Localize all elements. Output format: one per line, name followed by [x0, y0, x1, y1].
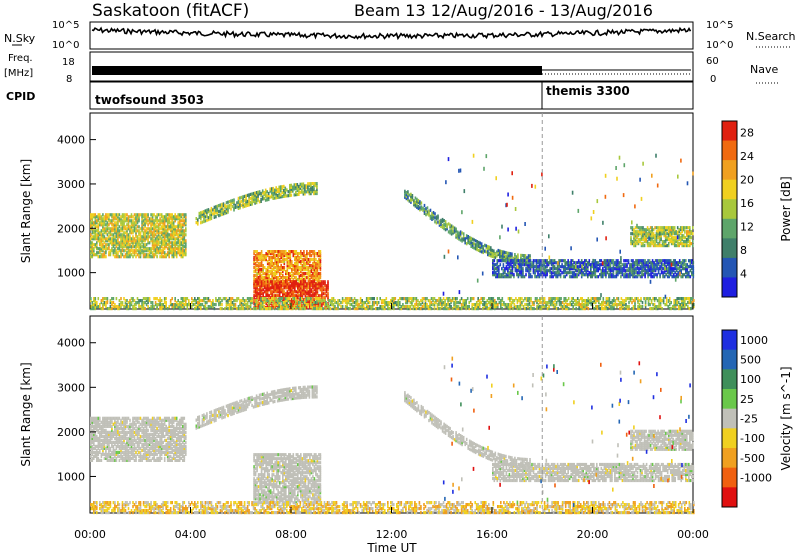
velocity-colorbar-swatch — [722, 487, 737, 507]
power-colorbar-swatch — [722, 121, 737, 141]
velocity-colorbar-swatch — [722, 448, 737, 468]
nsearch-tick-high: 10^5 — [706, 20, 733, 31]
cpid-segment-2: themis 3300 — [546, 84, 630, 98]
nsky-panel — [90, 22, 693, 49]
velocity-panel: 1000 2000 3000 4000 Slant Range [km] 00:00 04:… — [19, 316, 709, 541]
velocity-colorbar-tick: -1000 — [740, 472, 772, 485]
velocity-colorbar-swatch — [722, 350, 737, 370]
nsearch-tick-low: 10^0 — [706, 40, 733, 51]
nsky-line — [92, 28, 691, 38]
power-colorbar-tick: 8 — [740, 244, 747, 257]
freq-trace — [92, 66, 542, 75]
x-axis-label: Time UT — [366, 541, 417, 554]
xtick-label: 00:00 — [74, 528, 106, 541]
nsearch-label: N.Search — [746, 30, 796, 43]
velocity-colorbar-tick: 100 — [740, 373, 761, 386]
power-colorbar-swatch — [722, 238, 737, 258]
power-colorbar-swatch — [722, 258, 737, 278]
freq-unit-label: [MHz] — [4, 68, 33, 79]
power-ytick-label: 3000 — [57, 178, 85, 191]
xtick-label: 04:00 — [175, 528, 207, 541]
velocity-colorbar-tick: 500 — [740, 354, 761, 367]
xtick-label: 16:00 — [476, 528, 508, 541]
power-colorbar-swatch — [722, 199, 737, 219]
velocity-colorbar-swatch — [722, 330, 737, 350]
power-colorbar-tick: 28 — [740, 127, 754, 140]
station-title: Saskatoon (fitACF) — [92, 1, 249, 21]
velocity-ytick-label: 4000 — [57, 337, 85, 350]
cpid-label: CPID — [6, 90, 35, 103]
power-colorbar-label: Power [dB] — [779, 176, 793, 241]
xtick-label: 00:00 — [677, 528, 709, 541]
power-ytick-label: 1000 — [57, 267, 85, 280]
velocity-colorbar: 1000 500 100 25 -25 -100 -500 -1000 Velocity [m … — [722, 330, 793, 507]
power-ytick-label: 2000 — [57, 222, 85, 235]
power-colorbar-swatch — [722, 141, 737, 161]
velocity-colorbar-tick: -500 — [740, 452, 765, 465]
beam-date-title: Beam 13 12/Aug/2016 - 13/Aug/2016 — [354, 1, 653, 20]
xtick-label: 20:00 — [577, 528, 609, 541]
power-colorbar-tick: 24 — [740, 150, 754, 163]
xtick-label: 08:00 — [275, 528, 307, 541]
power-colorbar-tick: 20 — [740, 174, 754, 187]
power-colorbar-swatch — [722, 277, 737, 297]
nsky-trace — [92, 28, 691, 38]
velocity-ytick-label: 2000 — [57, 426, 85, 439]
velocity-colorbar-swatch — [722, 389, 737, 409]
velocity-ytick-label: 1000 — [57, 470, 85, 483]
nsky-tick-high: 10^5 — [52, 20, 79, 31]
cpid-segment-1: twofsound 3503 — [95, 93, 204, 107]
nsky-tick-low: 10^0 — [52, 40, 79, 51]
nave-tick-high: 60 — [706, 56, 719, 67]
xtick-label: 12:00 — [376, 528, 408, 541]
velocity-colorbar-label: Velocity [m s^-1] — [779, 366, 793, 470]
nave-label: Nave — [750, 63, 778, 76]
freq-tick-high: 18 — [62, 57, 75, 68]
power-colorbar-tick: 16 — [740, 197, 754, 210]
velocity-ytick-label: 3000 — [57, 381, 85, 394]
velocity-colorbar-tick: -100 — [740, 432, 765, 445]
power-colorbar-tick: 4 — [740, 268, 747, 281]
power-ylabel: Slant Range [km] — [19, 159, 33, 263]
velocity-colorbar-tick: 1000 — [740, 334, 768, 347]
nave-tick-low: 0 — [710, 74, 716, 85]
nsky-label: N.Sky — [4, 32, 36, 45]
velocity-frame — [90, 316, 693, 513]
power-colorbar-swatch — [722, 160, 737, 180]
freq-label: Freq. — [8, 53, 33, 64]
power-panel: 1000 2000 3000 4000 Slant Range [km] — [19, 113, 695, 310]
velocity-colorbar-swatch — [722, 428, 737, 448]
velocity-colorbar-tick: -25 — [740, 413, 758, 426]
freq-tick-low: 8 — [66, 74, 72, 85]
velocity-colorbar-swatch — [722, 369, 737, 389]
power-colorbar: 4 8 12 16 20 24 28 Power [dB] — [722, 121, 793, 297]
velocity-ylabel: Slant Range [km] — [19, 362, 33, 466]
power-colorbar-tick: 12 — [740, 221, 754, 234]
velocity-colorbar-swatch — [722, 468, 737, 488]
velocity-colorbar-tick: 25 — [740, 393, 754, 406]
power-ytick-label: 4000 — [57, 134, 85, 147]
power-colorbar-swatch — [722, 180, 737, 200]
power-frame — [90, 113, 693, 309]
velocity-colorbar-swatch — [722, 409, 737, 429]
power-colorbar-swatch — [722, 219, 737, 239]
